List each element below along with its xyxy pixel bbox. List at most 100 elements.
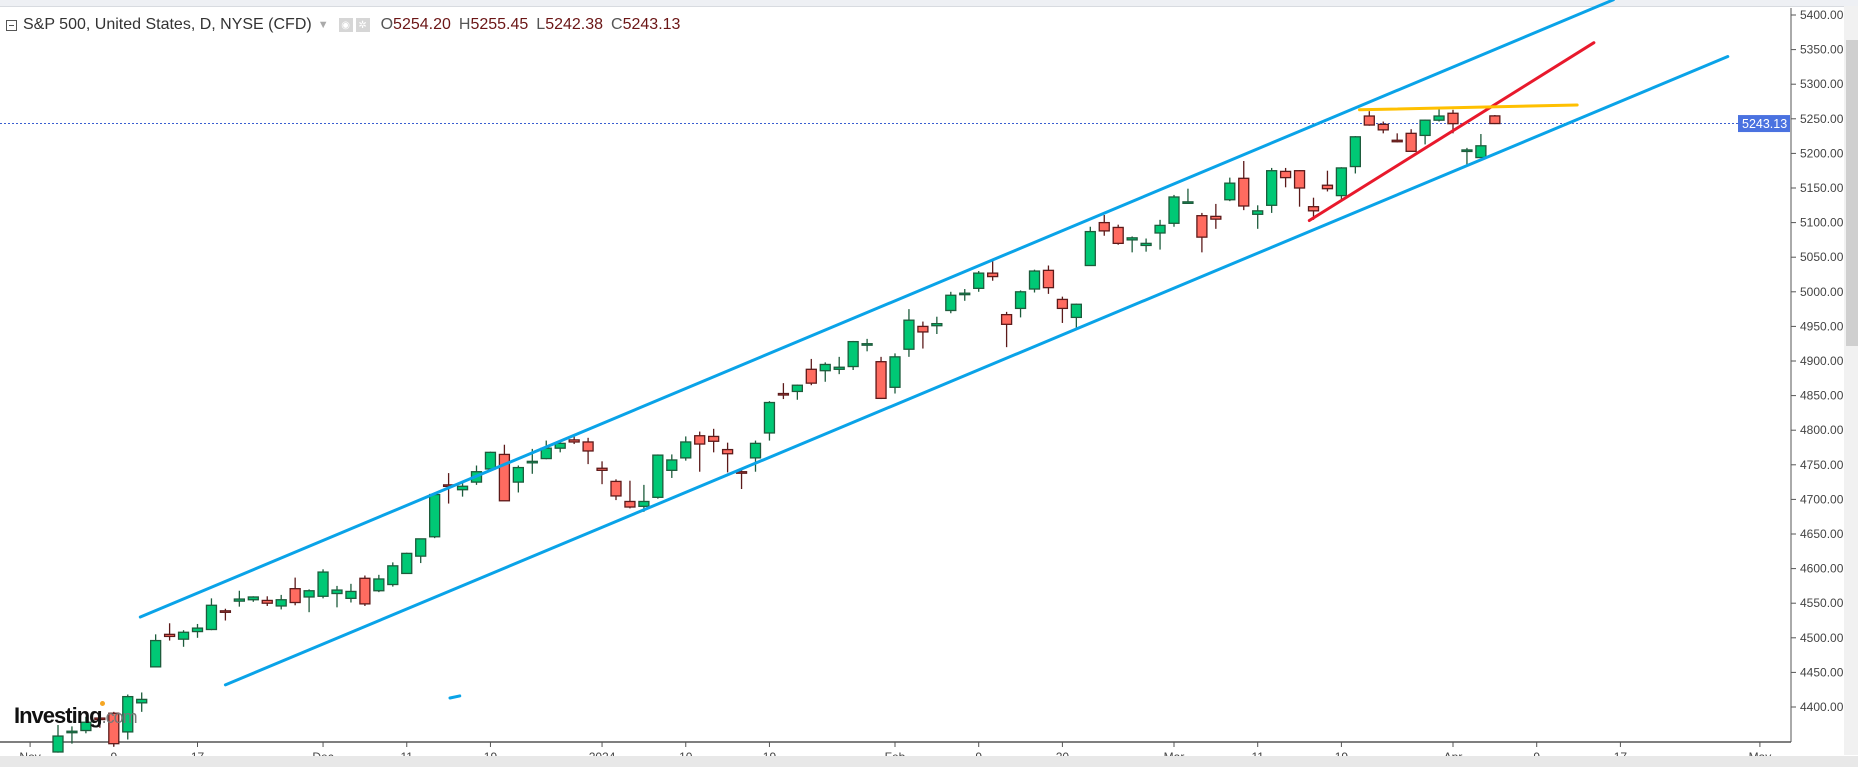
candle-body bbox=[52, 735, 64, 753]
candle-body bbox=[1349, 136, 1361, 168]
candle bbox=[708, 428, 720, 453]
candle-body bbox=[177, 631, 190, 640]
candle-body bbox=[275, 599, 287, 607]
candle-body bbox=[1070, 303, 1082, 319]
candle-body bbox=[1252, 210, 1264, 215]
channel-stub-line[interactable] bbox=[448, 694, 462, 700]
candle bbox=[66, 726, 78, 744]
upper-channel-line[interactable] bbox=[138, 0, 1615, 619]
collapse-icon[interactable] bbox=[6, 19, 17, 31]
drawings[interactable] bbox=[138, 0, 1730, 700]
candle-body bbox=[1098, 221, 1110, 232]
candle bbox=[1489, 115, 1501, 125]
candle bbox=[833, 356, 845, 375]
chart-legend-header: S&P 500, United States, D, NYSE (CFD) ▼ … bbox=[6, 14, 680, 36]
candle-body bbox=[1056, 298, 1069, 310]
candle-body bbox=[345, 590, 357, 600]
candle bbox=[1363, 111, 1375, 126]
y-tick-label: 5000.00 bbox=[1800, 285, 1844, 299]
candle-body bbox=[749, 442, 762, 459]
y-tick-label: 4550.00 bbox=[1800, 596, 1844, 610]
candle bbox=[694, 431, 706, 472]
candle bbox=[959, 289, 971, 301]
candle-body bbox=[108, 712, 120, 745]
candle-body bbox=[833, 366, 845, 370]
candle bbox=[261, 596, 273, 606]
candle-body bbox=[456, 485, 469, 491]
candle bbox=[749, 440, 762, 472]
candle-body bbox=[191, 627, 204, 633]
candle-body bbox=[1266, 170, 1278, 206]
candle-body bbox=[1419, 119, 1431, 137]
y-tick-label: 5100.00 bbox=[1800, 216, 1844, 230]
candle bbox=[289, 577, 301, 606]
candle-body bbox=[163, 633, 176, 638]
candle-body bbox=[805, 368, 817, 384]
candle bbox=[1084, 226, 1096, 267]
candle bbox=[512, 465, 524, 493]
red-trend-line[interactable] bbox=[1307, 41, 1596, 223]
y-tick-label: 4750.00 bbox=[1800, 458, 1844, 472]
candle bbox=[1000, 311, 1013, 348]
candle bbox=[931, 316, 943, 335]
candle bbox=[987, 258, 999, 281]
candle-body bbox=[1154, 224, 1166, 234]
yellow-resistance-line[interactable] bbox=[1358, 103, 1579, 112]
candle-body bbox=[1000, 313, 1013, 325]
candle bbox=[917, 321, 929, 349]
candle-body bbox=[819, 363, 831, 372]
candle bbox=[1335, 167, 1348, 202]
y-tick-label: 4900.00 bbox=[1800, 354, 1844, 368]
candle bbox=[1056, 296, 1069, 323]
investing-logo: Investing.com bbox=[14, 701, 138, 728]
candle-body bbox=[428, 493, 441, 538]
candle-body bbox=[247, 596, 259, 601]
candle bbox=[1210, 203, 1222, 229]
candle-body bbox=[1475, 145, 1487, 159]
candle-body bbox=[359, 577, 371, 605]
candle-body bbox=[959, 292, 971, 296]
symbol-title[interactable]: S&P 500, United States, D, NYSE (CFD) bbox=[23, 16, 312, 33]
candle-body bbox=[415, 538, 427, 557]
candle-body bbox=[694, 435, 706, 445]
candle bbox=[791, 384, 803, 400]
candle bbox=[136, 692, 148, 712]
lower-channel-line[interactable] bbox=[223, 55, 1730, 687]
y-tick-label: 5350.00 bbox=[1800, 43, 1844, 57]
y-tick-label: 4600.00 bbox=[1800, 562, 1844, 576]
scrollbar-thumb[interactable] bbox=[1846, 40, 1858, 346]
candle bbox=[1461, 147, 1473, 165]
chevron-down-icon[interactable]: ▼ bbox=[317, 19, 329, 31]
candle bbox=[275, 594, 287, 610]
candle-body bbox=[1307, 206, 1320, 212]
visibility-icon[interactable]: ◉ bbox=[338, 18, 353, 32]
y-tick-label: 4950.00 bbox=[1800, 319, 1844, 333]
candle bbox=[777, 383, 790, 400]
candle bbox=[177, 630, 190, 647]
candle bbox=[1377, 121, 1389, 134]
candle bbox=[805, 358, 817, 386]
candle-body bbox=[1014, 291, 1027, 310]
last-price-tag-text: 5243.13 bbox=[1742, 117, 1787, 131]
candle bbox=[945, 291, 957, 314]
candle bbox=[861, 338, 873, 352]
candle bbox=[1279, 167, 1292, 188]
candle bbox=[1140, 238, 1152, 252]
candle-body bbox=[1321, 184, 1334, 190]
ohlc-close: C5243.13 bbox=[611, 16, 681, 33]
candle-body bbox=[721, 448, 734, 455]
candle bbox=[359, 575, 371, 606]
candle bbox=[52, 724, 64, 753]
candle-body bbox=[80, 721, 92, 732]
candle-body bbox=[568, 439, 580, 443]
candle bbox=[428, 493, 441, 539]
candle-body bbox=[1224, 182, 1236, 201]
gear-icon[interactable]: ✲ bbox=[355, 18, 370, 32]
candle-body bbox=[122, 695, 134, 733]
candle bbox=[331, 585, 343, 608]
y-tick-label: 5150.00 bbox=[1800, 181, 1844, 195]
candle bbox=[624, 480, 636, 509]
candle-body bbox=[1126, 237, 1138, 241]
candle-body bbox=[610, 480, 622, 497]
